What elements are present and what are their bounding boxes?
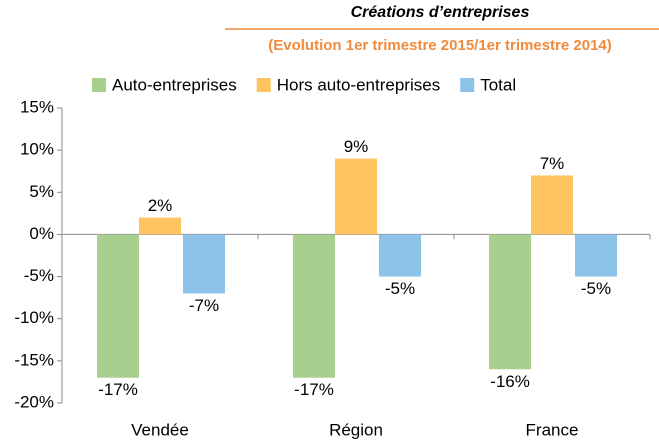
x-tick-label: Région: [329, 420, 383, 439]
bar: [139, 217, 181, 235]
bar: [575, 234, 617, 277]
bar: [335, 158, 377, 235]
y-tick-label: -20%: [14, 392, 54, 411]
data-label: -5%: [385, 279, 415, 298]
y-tick-label: -5%: [24, 266, 54, 285]
y-tick-label: -15%: [14, 350, 54, 369]
y-tick-label: 10%: [20, 140, 54, 159]
legend-swatch: [92, 78, 106, 92]
data-label: 2%: [148, 196, 173, 215]
data-label: -16%: [490, 372, 530, 391]
chart-title: Créations d’entreprises: [351, 4, 530, 21]
bar: [183, 234, 225, 294]
bar: [97, 234, 139, 378]
y-tick-label: 5%: [29, 182, 54, 201]
bar: [379, 234, 421, 277]
legend-swatch: [460, 78, 475, 92]
y-tick-label: -10%: [14, 308, 54, 327]
bar: [531, 175, 573, 235]
legend-swatch: [256, 78, 271, 92]
data-label: -17%: [294, 380, 334, 399]
bar: [489, 234, 531, 370]
data-label: -5%: [581, 279, 611, 298]
legend-label: Hors auto-entreprises: [277, 75, 440, 94]
x-tick-label: France: [526, 420, 579, 439]
data-label: 9%: [344, 137, 369, 156]
y-tick-label: 15%: [20, 97, 54, 116]
data-label: -17%: [98, 380, 138, 399]
chart-subtitle: (Evolution 1er trimestre 2015/1er trimes…: [268, 37, 612, 54]
data-label: 7%: [540, 154, 565, 173]
legend-label: Total: [480, 75, 516, 94]
legend-label: Auto-entreprises: [112, 75, 237, 94]
data-label: -7%: [189, 296, 219, 315]
bar: [293, 234, 335, 378]
x-tick-label: Vendée: [131, 420, 189, 439]
y-tick-label: 0%: [29, 224, 54, 243]
